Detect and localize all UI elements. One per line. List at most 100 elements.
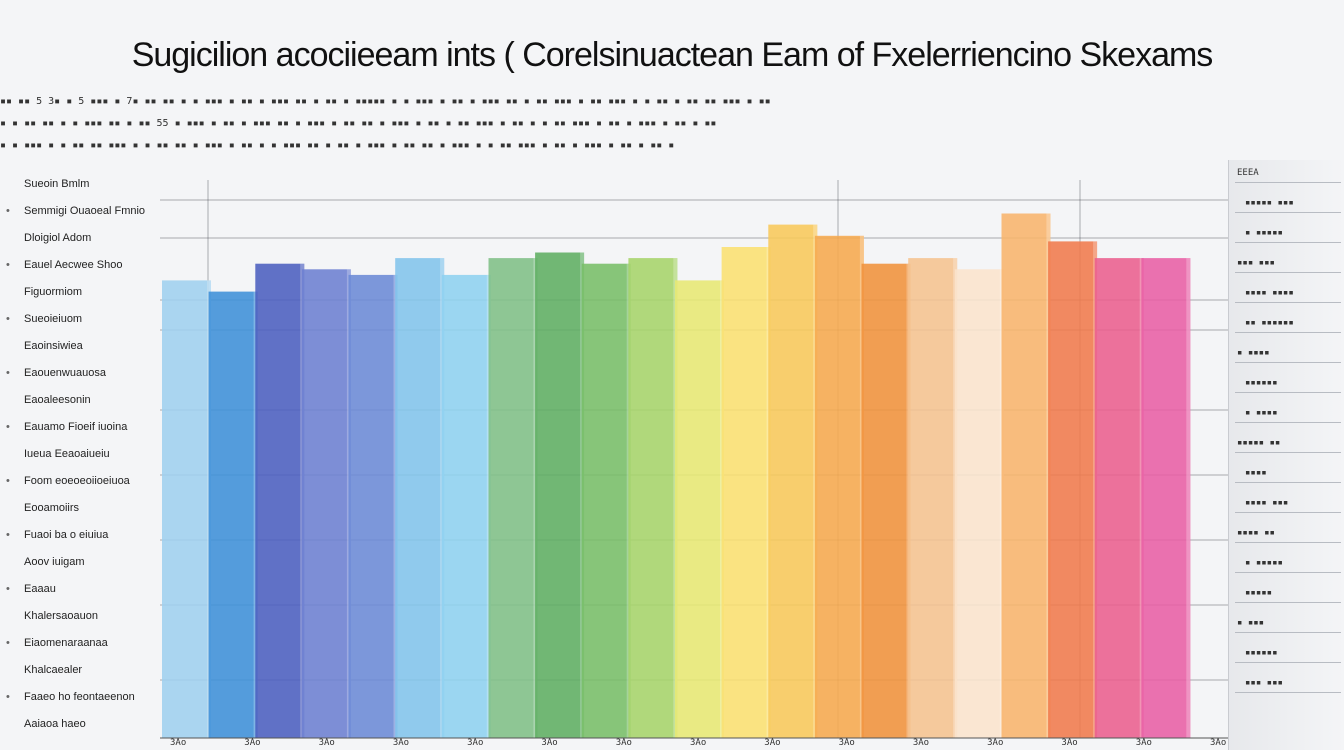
y-axis-label: Khalersaoauon <box>24 610 99 622</box>
bar <box>861 263 911 738</box>
subtitle-row: ▪▪ ▪▪ 5 3▪ ▪ 5 ▪▪▪ ▪ 7▪ ▪▪ ▪▪ ▪ ▪ ▪▪▪ ▪ … <box>0 96 771 107</box>
side-panel-rule <box>1235 482 1341 483</box>
x-tick-label: 3Ao <box>838 738 855 748</box>
x-tick-label: 3Ao <box>1061 738 1078 748</box>
side-panel-label: EEEA <box>1237 168 1259 178</box>
side-panel-label: ▪▪▪▪ ▪▪▪ <box>1245 498 1289 508</box>
y-axis-label: Sueoieiuom <box>6 313 82 325</box>
y-axis-label: Fuaoi ba o eiuiua <box>6 529 108 541</box>
bar-highlight <box>1186 258 1191 738</box>
y-axis-label: Eaoaleesonin <box>24 394 91 406</box>
bar <box>628 258 678 738</box>
bar <box>208 291 258 738</box>
side-panel-label: ▪▪▪▪▪ ▪▪▪ <box>1245 198 1294 208</box>
y-axis-label: Eiaomenaraanaa <box>6 637 108 649</box>
x-tick-label: 3Ao <box>1210 738 1227 748</box>
bar <box>162 280 211 738</box>
side-panel-rule <box>1235 422 1341 423</box>
subtitle-row: ▪ ▪ ▪▪▪ ▪ ▪ ▪▪ ▪▪ ▪▪▪ ▪ ▪ ▪▪ ▪▪ ▪ ▪▪▪ ▪ … <box>0 140 675 151</box>
bar <box>488 258 538 738</box>
side-panel-label: ▪▪▪ ▪▪▪ <box>1237 258 1275 268</box>
y-axis-label: Eooamoiirs <box>24 502 80 514</box>
bar <box>1141 258 1191 738</box>
y-axis-label: Figuormiom <box>24 286 83 298</box>
bar <box>301 269 351 738</box>
x-axis-labels: 3Ao 3Ao 3Ao 3Ao 3Ao 3Ao 3Ao 3Ao 3Ao 3Ao 3Ao 3Ao 3Ao 3… <box>0 738 1344 750</box>
side-panel-rule <box>1235 572 1341 573</box>
y-axis-label: Foom eoeoeoiioeiuoa <box>6 475 130 487</box>
x-tick-label: 3Ao <box>987 738 1004 748</box>
y-axis-label: Sueoin Bmlm <box>24 178 90 190</box>
side-panel-label: ▪▪ ▪▪▪▪▪▪ <box>1245 318 1294 328</box>
side-panel-label: ▪ ▪▪▪▪ <box>1245 408 1278 418</box>
x-tick-label: 3Ao <box>318 738 335 748</box>
x-tick-label: 3Ao <box>764 738 781 748</box>
side-panel-rule <box>1235 542 1341 543</box>
side-panel-rule <box>1235 242 1341 243</box>
bar <box>768 224 818 739</box>
subtitle-rows: ▪▪ ▪▪ 5 3▪ ▪ 5 ▪▪▪ ▪ 7▪ ▪▪ ▪▪ ▪ ▪ ▪▪▪ ▪ … <box>0 96 1344 160</box>
side-panel-label: ▪▪▪▪▪▪ <box>1245 648 1278 658</box>
side-panel-label: ▪▪▪▪ ▪▪▪▪ <box>1245 288 1294 298</box>
side-panel-rule <box>1235 302 1341 303</box>
x-tick-label: 3Ao <box>690 738 707 748</box>
side-panel-label: ▪▪▪ ▪▪▪ <box>1245 678 1283 688</box>
x-tick-label: 3Ao <box>1135 738 1152 748</box>
side-panel-rule <box>1235 602 1341 603</box>
bar <box>721 247 771 738</box>
subtitle-row: ▪ ▪ ▪▪ ▪▪ ▪ ▪ ▪▪▪ ▪▪ ▪ ▪▪ 55 ▪ ▪▪▪ ▪ ▪▪ … <box>0 118 717 129</box>
bar <box>255 263 305 738</box>
y-axis-labels: Sueoin Bmlm Semmigi Ouaoeal Fmnio Dloigiol… <box>0 170 160 750</box>
bar <box>1001 213 1051 738</box>
side-panel-label: ▪▪▪▪▪▪ <box>1245 378 1278 388</box>
y-axis-label: Aoov iuigam <box>24 556 85 568</box>
side-panel-label: ▪▪▪▪ <box>1245 468 1267 478</box>
y-axis-label: Khalcaealer <box>24 664 83 676</box>
side-panel-rule <box>1235 662 1341 663</box>
side-panel-label: ▪ ▪▪▪▪▪ <box>1245 558 1283 568</box>
bar <box>348 274 398 738</box>
side-panel-rule <box>1235 212 1341 213</box>
x-tick-label: 3Ao <box>912 738 930 748</box>
y-axis-label: Aaiaoa haeo <box>24 718 86 730</box>
bar <box>581 263 631 738</box>
side-panel-label: ▪ ▪▪▪▪ <box>1237 348 1270 358</box>
y-axis-label: Semmigi Ouaoeal Fmnio <box>6 205 145 217</box>
side-panel-rule <box>1235 272 1341 273</box>
bar <box>954 269 1004 738</box>
side-panel-rule <box>1235 392 1341 393</box>
x-tick-label: 3Ao <box>392 738 410 748</box>
bar <box>1048 241 1098 738</box>
right-side-panel: EEEA ▪▪▪▪▪ ▪▪▪ ▪ ▪▪▪▪▪ ▪▪▪ ▪▪▪ ▪▪▪▪ ▪▪▪▪ ▪▪ ▪… <box>1228 160 1344 750</box>
side-panel-rule <box>1235 512 1341 513</box>
side-panel-label: ▪▪▪▪▪ ▪▪ <box>1237 438 1281 448</box>
side-panel-label: ▪ ▪▪▪ <box>1237 618 1265 628</box>
bar <box>908 258 958 738</box>
bar <box>441 274 491 738</box>
y-axis-label: Iueua Eeaoaiueiu <box>24 448 110 460</box>
side-panel-label: ▪▪▪▪ ▪▪ <box>1237 528 1275 538</box>
y-axis-label: Eauamo Fioeif iuoina <box>6 421 127 433</box>
side-panel-rule <box>1235 332 1341 333</box>
y-axis-label: Eauel Aecwee Shoo <box>6 259 123 271</box>
side-panel-label: ▪▪▪▪▪ <box>1245 588 1273 598</box>
side-panel-rule <box>1235 182 1341 183</box>
x-tick-label: 3Ao <box>467 738 484 748</box>
side-panel-rule <box>1235 362 1341 363</box>
x-tick-label: 3Ao <box>541 738 558 748</box>
y-axis-label: Eaoinsiwiea <box>24 340 83 352</box>
side-panel-rule <box>1235 692 1341 693</box>
bar <box>814 235 864 739</box>
x-tick-label: 3Ao <box>615 738 632 748</box>
x-tick-label: 3Ao <box>170 738 187 748</box>
y-axis-label: Eaaau <box>6 583 56 595</box>
x-tick-label: 3Ao <box>244 738 261 748</box>
side-panel-label: ▪ ▪▪▪▪▪ <box>1245 228 1283 238</box>
chart-title: Sugicilion acociieeam ints ( Corelsinuac… <box>131 36 1214 74</box>
side-panel-rule <box>1235 632 1341 633</box>
side-panel-rule <box>1235 452 1341 453</box>
bar <box>395 258 445 738</box>
y-axis-label: Eaouenwuauosa <box>6 367 106 379</box>
bar <box>535 252 585 738</box>
